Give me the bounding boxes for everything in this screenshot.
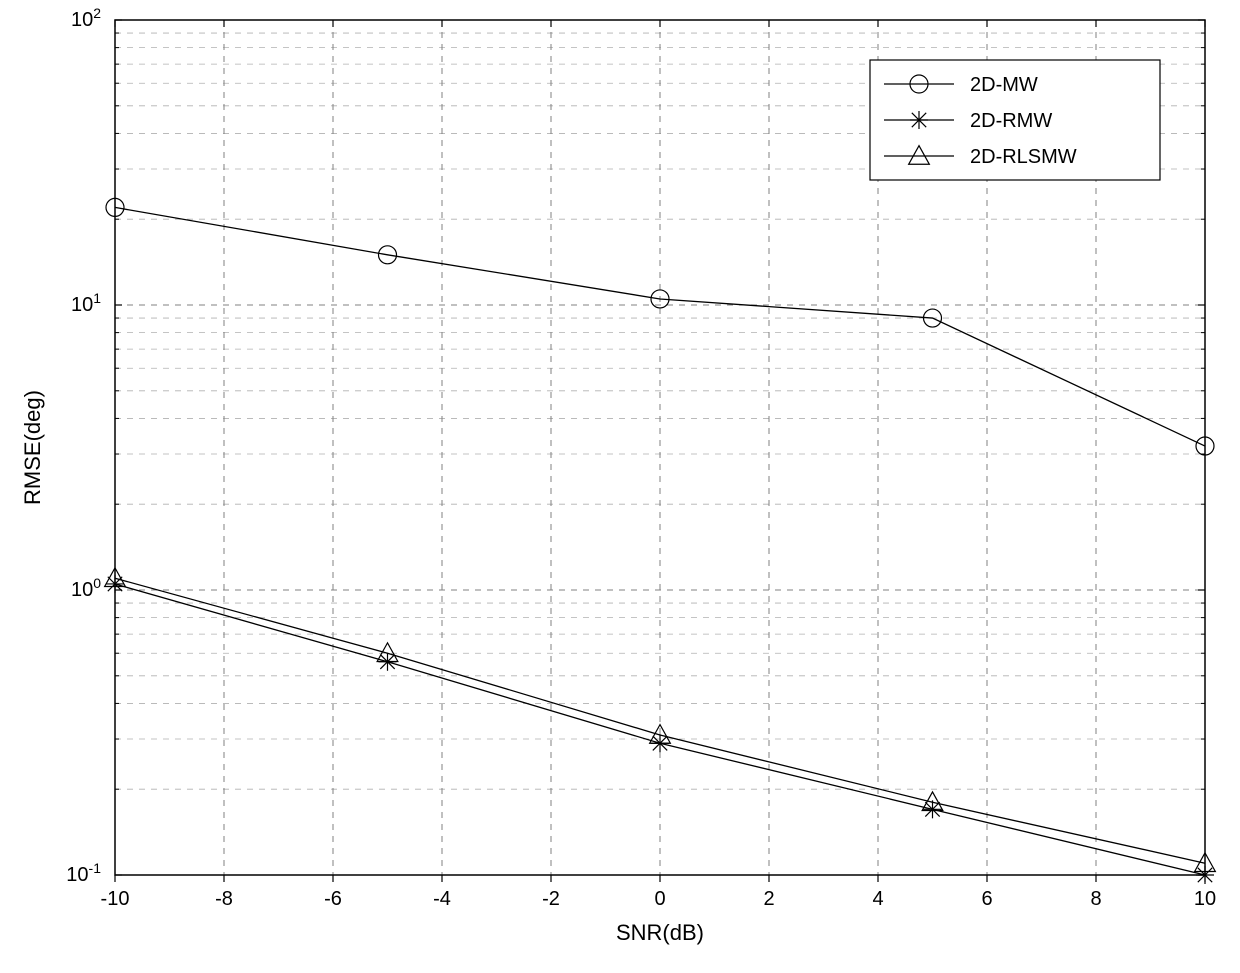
y-axis-label: RMSE(deg) <box>20 390 45 505</box>
x-tick-label: -10 <box>101 888 130 910</box>
x-tick-label: -2 <box>542 888 560 910</box>
legend-label: 2D-MW <box>970 74 1038 96</box>
x-tick-label: 4 <box>872 888 883 910</box>
x-tick-label: 10 <box>1194 888 1216 910</box>
x-tick-label: -6 <box>324 888 342 910</box>
x-tick-label: 2 <box>763 888 774 910</box>
x-tick-label: 0 <box>654 888 665 910</box>
legend-label: 2D-RMW <box>970 110 1052 132</box>
x-tick-label: 6 <box>981 888 992 910</box>
line-chart: -10-8-6-4-2024681010-1100101102SNR(dB)RM… <box>0 0 1240 973</box>
x-tick-label: -8 <box>215 888 233 910</box>
x-tick-label: -4 <box>433 888 451 910</box>
x-tick-label: 8 <box>1090 888 1101 910</box>
chart-container: -10-8-6-4-2024681010-1100101102SNR(dB)RM… <box>0 0 1240 973</box>
legend: 2D-MW 2D-RMW 2D-RLSMW <box>870 60 1160 180</box>
x-axis-label: SNR(dB) <box>616 920 704 945</box>
legend-label: 2D-RLSMW <box>970 146 1077 168</box>
